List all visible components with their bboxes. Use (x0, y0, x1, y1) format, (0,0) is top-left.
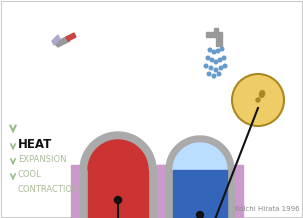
Polygon shape (214, 28, 218, 32)
Circle shape (210, 58, 214, 62)
Text: HEAT: HEAT (18, 138, 52, 151)
Polygon shape (206, 32, 222, 37)
Circle shape (218, 58, 222, 62)
Text: Koichi Hirata 1996: Koichi Hirata 1996 (235, 206, 300, 212)
Polygon shape (157, 165, 166, 218)
Circle shape (219, 66, 223, 70)
Circle shape (222, 56, 226, 60)
Circle shape (212, 50, 216, 54)
Polygon shape (227, 170, 234, 218)
Text: COOL: COOL (18, 170, 42, 179)
Polygon shape (156, 165, 165, 218)
Polygon shape (66, 33, 76, 41)
Polygon shape (173, 170, 227, 218)
Circle shape (204, 64, 208, 68)
Polygon shape (52, 35, 60, 45)
Circle shape (232, 74, 284, 126)
Polygon shape (166, 136, 234, 170)
Circle shape (214, 68, 218, 72)
Circle shape (216, 49, 220, 53)
Polygon shape (166, 170, 173, 218)
Circle shape (223, 64, 227, 68)
Circle shape (197, 211, 204, 218)
Circle shape (220, 47, 224, 51)
Circle shape (208, 48, 212, 52)
Circle shape (209, 66, 213, 70)
Circle shape (206, 56, 210, 60)
Circle shape (256, 98, 260, 102)
Polygon shape (88, 170, 148, 218)
Circle shape (217, 72, 221, 76)
Ellipse shape (259, 90, 265, 97)
Text: EXPANSION: EXPANSION (18, 155, 66, 164)
Polygon shape (80, 132, 156, 170)
Circle shape (212, 74, 216, 78)
Circle shape (115, 196, 122, 203)
Polygon shape (80, 170, 88, 218)
Text: CONTRACTION: CONTRACTION (18, 185, 79, 194)
Polygon shape (216, 36, 222, 46)
Circle shape (207, 72, 211, 76)
Polygon shape (148, 170, 156, 218)
Polygon shape (54, 37, 70, 47)
Polygon shape (71, 165, 80, 218)
Circle shape (214, 60, 218, 64)
Polygon shape (234, 165, 243, 218)
Polygon shape (173, 143, 227, 170)
Polygon shape (88, 140, 148, 170)
